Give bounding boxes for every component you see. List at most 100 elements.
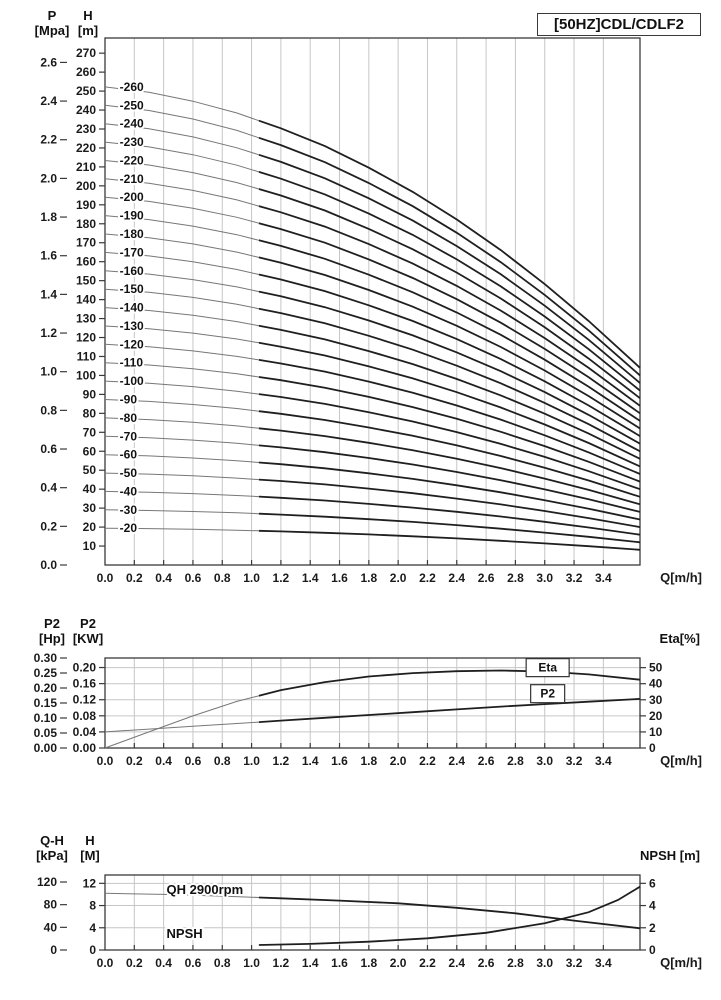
- tick-label: 2.6: [478, 956, 495, 970]
- axis-name: P: [47, 8, 57, 23]
- head-curve-30: [104, 509, 641, 544]
- chart-frame: 0.0 0.2 0.4 0.6 0.8 1.0 1.2 1.4 1.6 1.8 2.0 2.2 2.4 2…: [97, 657, 702, 768]
- tick-label: -120: [120, 337, 144, 351]
- tick-label: 12: [83, 876, 97, 890]
- tick-label: 0.4: [155, 754, 172, 768]
- tick-label: 20: [83, 520, 97, 534]
- tick-label: 40: [44, 920, 58, 934]
- head-curve-220: [104, 160, 641, 399]
- tick-label: 0.0: [40, 558, 57, 572]
- curve-eta: [104, 669, 641, 749]
- tick-label: 80: [83, 406, 97, 420]
- tick-label: 1.2: [273, 754, 290, 768]
- head-curve-100: [104, 380, 641, 491]
- tick-label: 4: [649, 899, 656, 913]
- tick-label: 200: [76, 179, 96, 193]
- axis-unit: [KW]: [72, 631, 104, 646]
- tick-label: 0.05: [34, 726, 58, 740]
- tick-label: 3.2: [566, 956, 583, 970]
- tick-label: 170: [76, 236, 96, 250]
- tick-label: 1.0: [40, 365, 57, 379]
- head-curve-80: [104, 417, 641, 506]
- tick-label: 2.4: [448, 956, 465, 970]
- tick-label: -50: [120, 466, 138, 480]
- tick-label: 0.0: [97, 754, 114, 768]
- tick-label: -170: [120, 245, 144, 259]
- tick-label: 3.0: [536, 754, 553, 768]
- axis-unit: [Hp]: [39, 631, 65, 646]
- tick-label: 0.4: [155, 571, 172, 585]
- head-curve-40: [104, 490, 641, 536]
- tick-label: 0.4: [40, 481, 57, 495]
- axis-name: H: [83, 8, 93, 23]
- tick-label: 40: [649, 677, 663, 691]
- tick-label: 3.0: [536, 571, 553, 585]
- tick-label: -230: [120, 135, 144, 149]
- tick-label: 1.4: [302, 956, 319, 970]
- tick-label: Q[m/h]: [660, 570, 702, 585]
- axis-header-power-kw: P2 [KW]: [66, 616, 110, 646]
- head-curve-70: [104, 435, 641, 513]
- tick-label: Q[m/h]: [660, 955, 702, 970]
- tick-label: 190: [76, 198, 96, 212]
- tick-label: 2.2: [419, 571, 436, 585]
- head-curve-240: [104, 123, 641, 384]
- axis-header-qh-kpa: Q-H [kPa]: [26, 833, 78, 863]
- axis-unit: [m]: [77, 23, 99, 38]
- head-curve-50: [104, 472, 641, 528]
- tick-label: 60: [83, 444, 97, 458]
- head-curve-20: [104, 527, 641, 551]
- tick-label: -30: [120, 503, 138, 517]
- curve-p2: [104, 698, 641, 733]
- head-curve-200: [104, 196, 641, 415]
- tick-label: 0: [50, 943, 57, 957]
- axis-header-head-m: H [M]: [70, 833, 110, 863]
- tick-label: -130: [120, 319, 144, 333]
- tick-label: 0.6: [185, 956, 202, 970]
- tick-label: 140: [76, 293, 96, 307]
- tick-label: 0.0: [97, 956, 114, 970]
- head-curve-110: [104, 362, 641, 483]
- tick-label: 3.4: [595, 956, 612, 970]
- tick-label: 0.20: [34, 681, 58, 695]
- tick-label: 4: [89, 921, 96, 935]
- tick-label: 10: [649, 725, 663, 739]
- tick-label: 3.0: [536, 956, 553, 970]
- tick-label: -70: [120, 429, 138, 443]
- tick-label: Q[m/h]: [660, 753, 702, 768]
- tick-label: 0.10: [34, 711, 58, 725]
- tick-label: QH 2900rpm: [167, 882, 244, 897]
- axis-header-eta: Eta[%]: [659, 631, 700, 646]
- tick-label: -180: [120, 227, 144, 241]
- tick-label: -210: [120, 172, 144, 186]
- model-title: [50HZ]CDL/CDLF2: [537, 13, 701, 36]
- axis-name: H: [85, 833, 95, 848]
- tick-label: 1.2: [273, 956, 290, 970]
- tick-label: 2.0: [390, 754, 407, 768]
- tick-label: 2.4: [40, 94, 57, 108]
- head-curve-160: [104, 270, 641, 445]
- head-curve-210: [104, 178, 641, 407]
- tick-label: 0.2: [126, 571, 143, 585]
- tick-label: 70: [83, 425, 97, 439]
- tick-label: 230: [76, 122, 96, 136]
- tick-label: 180: [76, 217, 96, 231]
- tick-label: 2.2: [419, 956, 436, 970]
- tick-label: 1.4: [302, 754, 319, 768]
- tick-label: 2: [649, 921, 656, 935]
- chart-frame: 0.0 0.2 0.4 0.6 0.8 1.0 1.2 1.4 1.6 1.8 2.0 2.2 2.4 2…: [97, 37, 702, 585]
- tick-label: 270: [76, 46, 96, 60]
- tick-label: 240: [76, 103, 96, 117]
- tick-label: 0.00: [34, 741, 58, 755]
- tick-label: 0.08: [73, 709, 97, 723]
- tick-label: -20: [120, 521, 138, 535]
- head-curve-190: [104, 215, 641, 422]
- tick-label: 50: [83, 463, 97, 477]
- tick-label: 0.6: [185, 571, 202, 585]
- tick-label: 3.4: [595, 754, 612, 768]
- tick-label: 8: [89, 899, 96, 913]
- tick-label: 0.2: [126, 956, 143, 970]
- tick-label: 0.20: [73, 661, 97, 675]
- head-curve-130: [104, 325, 641, 468]
- curve-npsh: [258, 885, 641, 946]
